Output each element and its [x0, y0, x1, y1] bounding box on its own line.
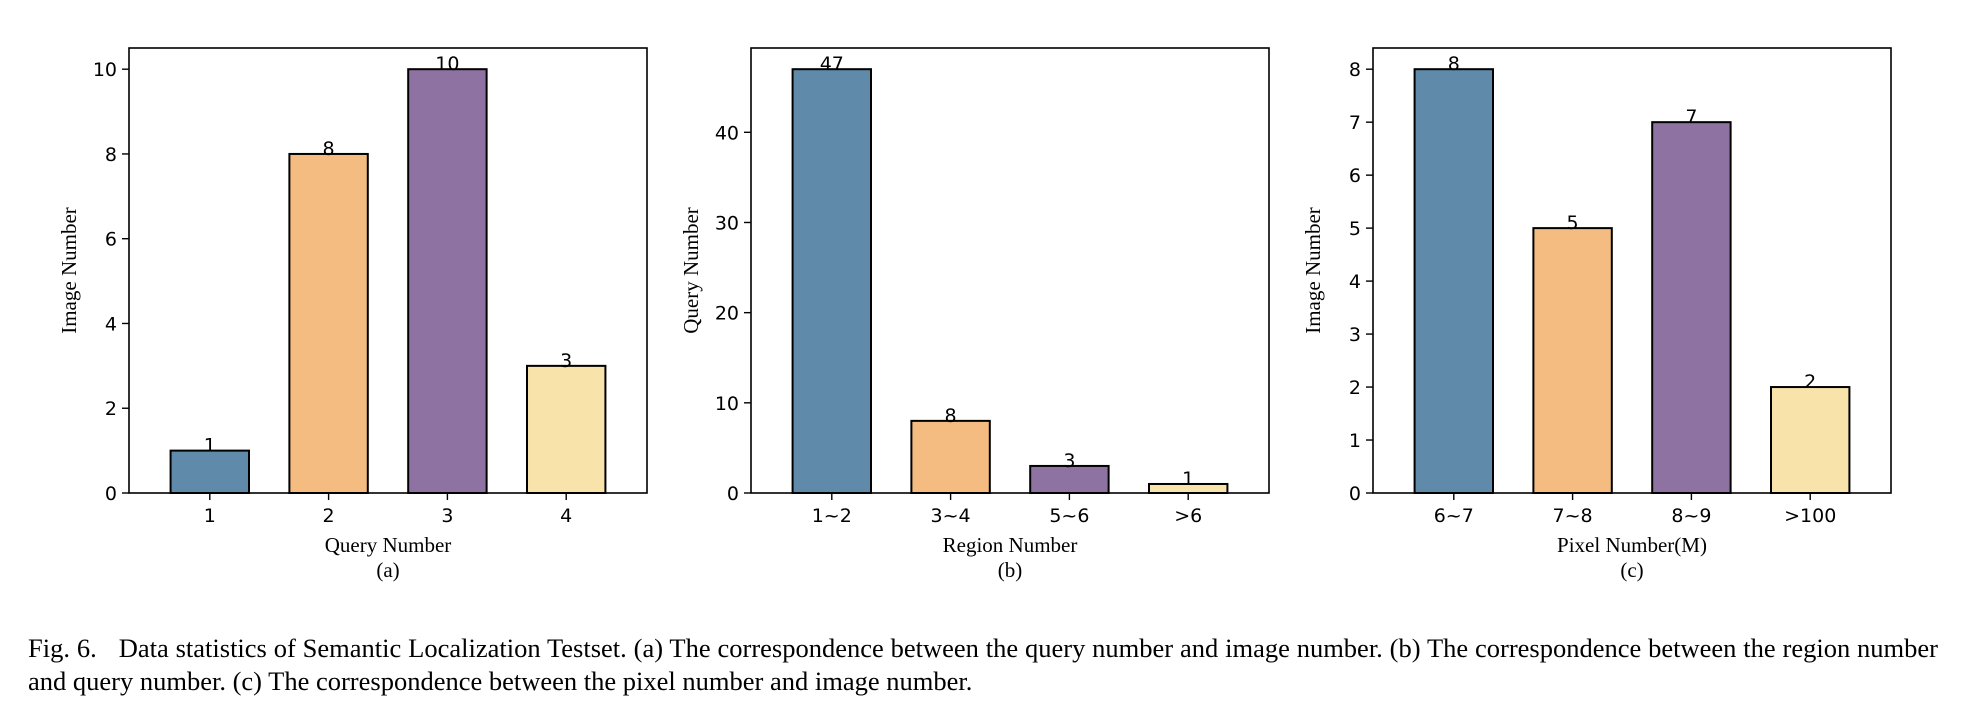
y-tick-label: 6 [105, 229, 117, 251]
x-axis-title: Query Number [325, 533, 452, 557]
bar-8~9 [1651, 121, 1732, 495]
y-tick-label: 6 [1349, 165, 1361, 187]
bar-3 [407, 68, 488, 494]
caption-text: Data statistics of Semantic Localization… [28, 633, 1939, 696]
x-axis-title: Pixel Number(M) [1557, 533, 1707, 557]
y-tick-label: 4 [1349, 271, 1361, 293]
bar-5~6 [1029, 464, 1110, 495]
x-tick-label: >6 [1174, 505, 1202, 527]
y-tick-label: 0 [1349, 483, 1361, 505]
y-tick-label: 2 [1349, 377, 1361, 399]
data-label: 10 [435, 53, 459, 75]
x-tick-label: 4 [560, 505, 572, 527]
subfigure-label: (a) [376, 558, 399, 582]
data-label: 5 [1567, 212, 1579, 234]
subfigure-label: (c) [1620, 558, 1643, 582]
data-label: 47 [820, 53, 844, 75]
y-tick-label: 3 [1349, 324, 1361, 346]
y-tick-label: 30 [715, 212, 739, 234]
y-tick-label: 0 [727, 483, 739, 505]
x-tick-label: 8~9 [1671, 505, 1711, 527]
y-tick-label: 40 [715, 122, 739, 144]
plot-frame [1372, 47, 1892, 494]
y-tick-label: 8 [1349, 59, 1361, 81]
figure-caption: Fig. 6. Data statistics of Semantic Local… [28, 632, 1938, 698]
subfigure-label: (b) [998, 558, 1023, 582]
x-tick-label: 1~2 [812, 505, 852, 527]
y-tick-label: 0 [105, 483, 117, 505]
bar-4 [526, 364, 607, 495]
x-tick-label: >100 [1784, 505, 1836, 527]
bar-1~2 [791, 68, 872, 494]
data-label: 3 [560, 350, 572, 372]
data-label: 1 [1182, 468, 1194, 490]
y-axis-title: Image Number [1301, 207, 1325, 334]
bar-7~8 [1532, 227, 1613, 494]
x-tick-label: 1 [204, 505, 216, 527]
caption-label: Fig. 6. [28, 633, 97, 663]
x-axis-title: Region Number [943, 533, 1078, 557]
x-tick-label: 3~4 [931, 505, 971, 527]
x-tick-label: 2 [323, 505, 335, 527]
x-tick-label: 3 [441, 505, 453, 527]
bar->100 [1770, 386, 1851, 494]
bar-6~7 [1413, 68, 1494, 494]
y-tick-label: 20 [715, 303, 739, 325]
data-label: 7 [1685, 106, 1697, 128]
y-tick-label: 4 [105, 313, 117, 335]
y-tick-label: 5 [1349, 218, 1361, 240]
y-tick-label: 10 [93, 59, 117, 81]
y-tick-label: 10 [715, 393, 739, 415]
bar-2 [288, 152, 369, 494]
bar-1 [169, 449, 250, 494]
bar-3~4 [910, 419, 991, 495]
y-tick-label: 7 [1349, 112, 1361, 134]
data-label: 8 [945, 405, 957, 427]
chart-panel-3: 8 5 7 2 0 1 2 3 4 5 6 7 8 6~7 7~8 8~9 >100 Pixel Number(M… [1301, 47, 1892, 582]
data-label: 1 [204, 435, 216, 457]
y-axis-title: Query Number [679, 207, 703, 334]
x-tick-label: 7~8 [1553, 505, 1593, 527]
y-tick-label: 1 [1349, 430, 1361, 452]
plot-frame [750, 47, 1270, 494]
data-label: 3 [1063, 450, 1075, 472]
data-label: 2 [1804, 371, 1816, 393]
plot-frame [128, 47, 648, 494]
y-tick-label: 8 [105, 144, 117, 166]
x-tick-label: 6~7 [1434, 505, 1474, 527]
x-tick-label: 5~6 [1049, 505, 1089, 527]
y-axis-title: Image Number [57, 207, 81, 334]
data-label: 8 [323, 138, 335, 160]
y-tick-label: 2 [105, 398, 117, 420]
data-label: 8 [1448, 53, 1460, 75]
